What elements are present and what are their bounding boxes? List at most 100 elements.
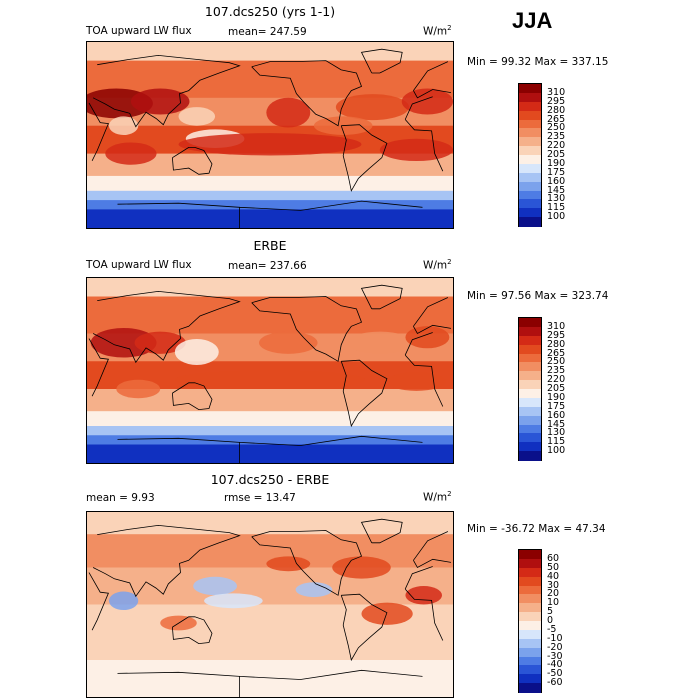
panel1-subtitle: TOA upward LW flux xyxy=(86,25,192,37)
colorbar-cell xyxy=(519,217,541,227)
panel3-rmse: rmse = 13.47 xyxy=(224,492,296,504)
field-band xyxy=(87,190,453,201)
coastline xyxy=(340,124,388,192)
coastline xyxy=(172,382,213,411)
panel1-title: 107.dcs250 (yrs 1-1) xyxy=(204,4,336,19)
field-band xyxy=(87,660,453,697)
field-band xyxy=(87,200,453,210)
colorbar-cell xyxy=(519,146,541,156)
colorbar-cell xyxy=(519,683,541,693)
panel3-minmax: Min = -36.72 Max = 47.34 xyxy=(467,523,606,535)
map-svg xyxy=(87,42,453,228)
colorbar-tick-label: 40 xyxy=(547,570,560,582)
field-blob xyxy=(361,602,413,625)
colorbar-tick-label: -5 xyxy=(547,623,557,635)
colorbar-tick-label: 310 xyxy=(547,86,566,98)
colorbar-tick-label: 0 xyxy=(547,615,554,626)
colorbar-tick-label: 280 xyxy=(547,104,566,116)
coastline xyxy=(360,48,403,74)
colorbar-tick-label: 310 xyxy=(547,320,566,332)
colorbar-cell xyxy=(519,199,541,209)
colorbar-tick-label: 205 xyxy=(547,383,566,394)
colorbar-cell xyxy=(519,594,541,604)
colorbar-tick-label: -10 xyxy=(547,632,563,644)
field-blob xyxy=(266,97,311,128)
colorbar-cell xyxy=(519,163,541,174)
colorbar-cell xyxy=(519,638,541,649)
panel2-subtitle: TOA upward LW flux xyxy=(86,259,192,271)
colorbar-cell xyxy=(519,451,541,461)
field-blob xyxy=(178,133,362,156)
colorbar-cell xyxy=(519,433,541,443)
coastline xyxy=(92,290,452,364)
field-blob xyxy=(204,593,263,609)
colorbar-tick-label: 175 xyxy=(547,400,566,412)
colorbar-tick-label: 115 xyxy=(547,436,566,448)
field-band xyxy=(87,209,453,228)
field-band xyxy=(87,512,453,535)
colorbar-tick-label: 130 xyxy=(547,193,566,205)
colorbar-tick-label: 235 xyxy=(547,131,566,143)
field-blob xyxy=(174,370,366,389)
colorbar-tick-label: 175 xyxy=(547,166,566,178)
colorbar-tick-label: -40 xyxy=(547,659,563,671)
colorbar-tick-label: -60 xyxy=(547,677,563,689)
coastline xyxy=(117,200,423,228)
colorbar-tick-label: 60 xyxy=(547,552,560,564)
field-blob xyxy=(108,116,139,135)
colorbar-cell xyxy=(519,629,541,640)
field-blob xyxy=(401,88,453,115)
colorbar-cell xyxy=(519,92,541,103)
field-blob xyxy=(387,372,446,391)
colorbar-cell xyxy=(519,621,541,631)
panel2-colorbar: 310 295 280 265 250 235 220 205 190 175 160 145 130 1… xyxy=(518,317,565,461)
field-blob xyxy=(295,582,333,598)
colorbar-tick-label: 50 xyxy=(547,561,560,573)
field-blob xyxy=(405,326,450,349)
field-band xyxy=(87,567,453,605)
field-blob xyxy=(335,94,410,121)
colorbar-cell xyxy=(519,612,541,622)
colorbar-cell xyxy=(519,326,541,337)
panel1-colorbar: 310 295 280 265 250 235 220 205 190 175 160 145 130 1… xyxy=(518,83,565,227)
coastline xyxy=(251,530,363,596)
colorbar-tick-label: 100 xyxy=(547,211,566,223)
colorbar-cell xyxy=(519,397,541,408)
colorbar-cell xyxy=(519,647,541,657)
field-blob xyxy=(332,556,391,579)
colorbar-tick-label: 295 xyxy=(547,95,566,107)
colorbar-cell xyxy=(519,415,541,425)
colorbar-tick-label: 250 xyxy=(547,122,566,134)
colorbar-tick-label: 190 xyxy=(547,157,566,169)
colorbar-cell xyxy=(519,558,541,569)
colorbar-cell xyxy=(519,665,541,675)
coastline xyxy=(251,60,363,127)
colorbar-cell xyxy=(519,550,541,560)
colorbar-cell xyxy=(519,128,541,138)
panel2-minmax: Min = 97.56 Max = 323.74 xyxy=(467,290,609,302)
panel1-map xyxy=(86,41,454,229)
colorbar-cell xyxy=(519,318,541,328)
coastline xyxy=(360,518,403,544)
field-blob xyxy=(90,327,157,358)
colorbar-cell xyxy=(519,424,541,434)
colorbar-tick-label: -20 xyxy=(547,641,563,653)
colorbar-cell xyxy=(519,603,541,613)
colorbar-cell xyxy=(519,442,541,452)
colorbar-tick-label: 100 xyxy=(547,445,566,457)
colorbar-cell xyxy=(519,190,541,200)
colorbar-tick-label: 220 xyxy=(547,374,566,386)
colorbar-cell xyxy=(519,674,541,684)
colorbar-tick-label: 130 xyxy=(547,427,566,439)
colorbar-cell xyxy=(519,576,541,586)
colorbar-tick-label: 250 xyxy=(547,356,566,368)
panel1-units: W/m2 xyxy=(423,24,452,38)
colorbar-cell xyxy=(519,406,541,417)
colorbar-cell xyxy=(519,110,541,120)
panel3-title: 107.dcs250 - ERBE xyxy=(210,472,330,487)
field-band xyxy=(87,296,453,334)
coastline xyxy=(172,616,213,645)
colorbar-tick-label: 205 xyxy=(547,149,566,160)
coastline xyxy=(117,669,423,697)
colorbar-tick-label: 280 xyxy=(547,338,566,350)
